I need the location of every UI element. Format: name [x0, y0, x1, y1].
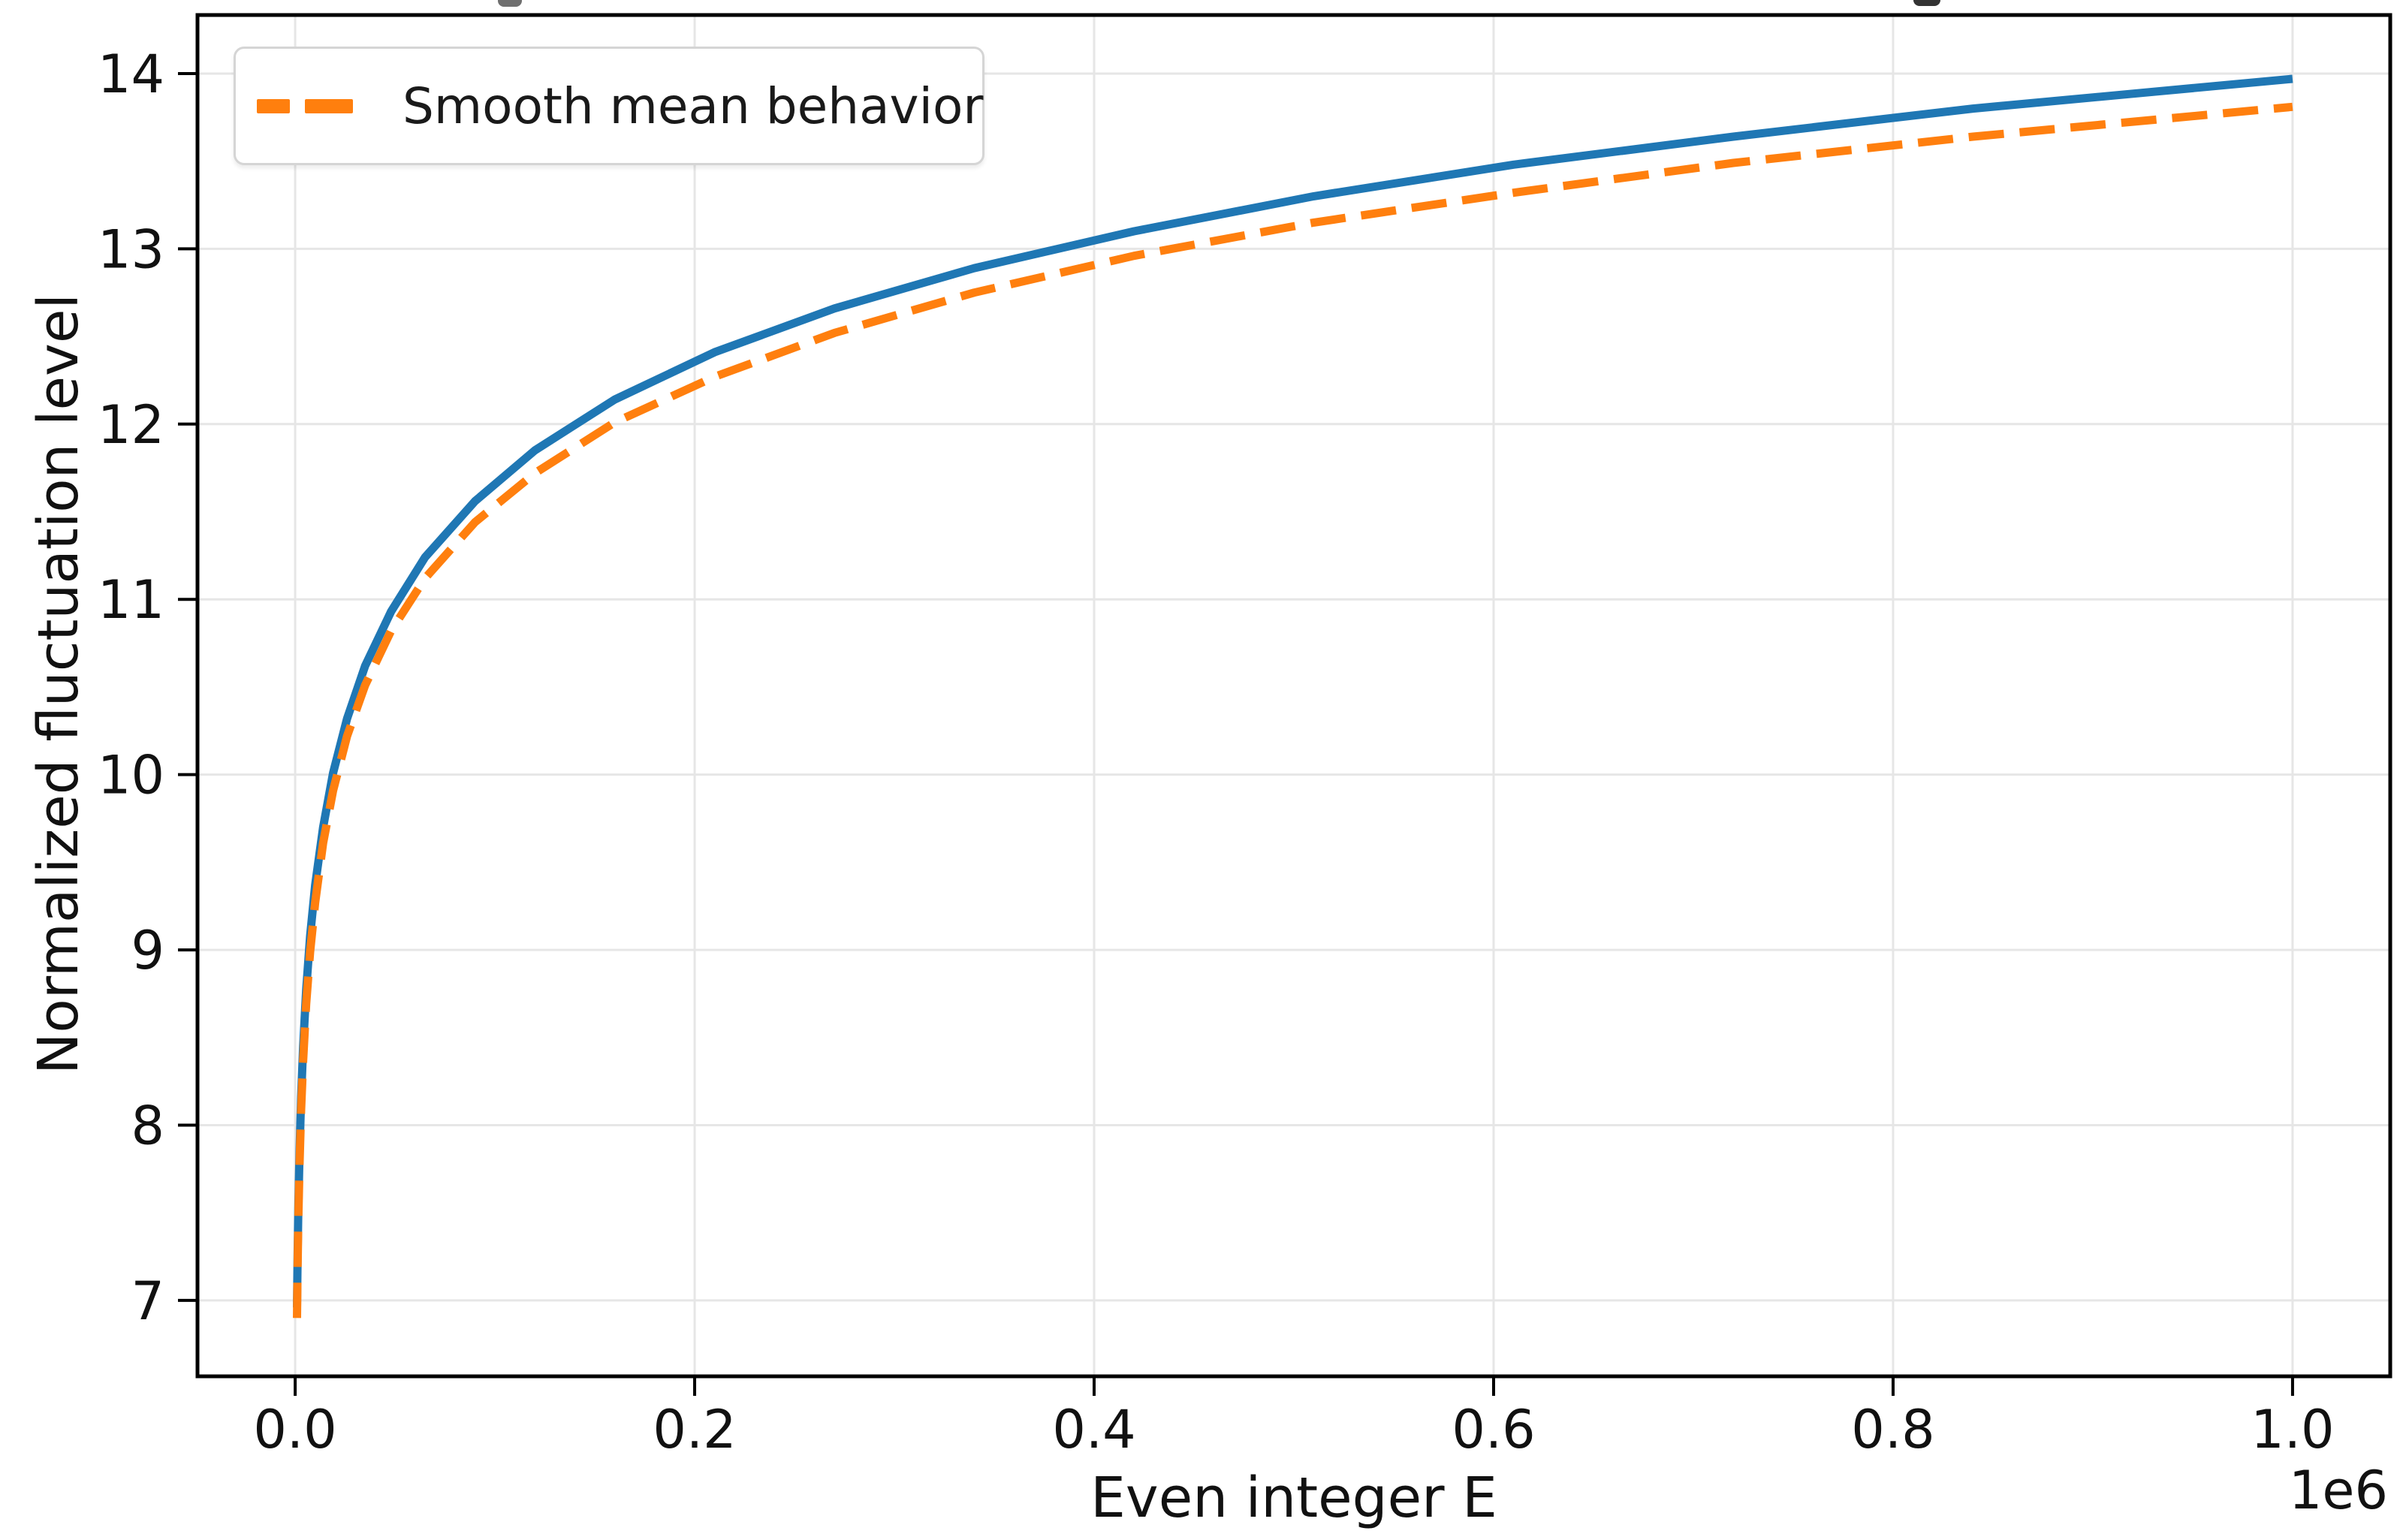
x-axis-label: Even integer E [1090, 1466, 1497, 1530]
x-tick-label: 0.6 [1452, 1399, 1535, 1460]
curve-series-1-fluctuation-level [293, 74, 2293, 1308]
y-tick-label: 13 [98, 218, 164, 280]
x-tick-label: 0.4 [1052, 1399, 1135, 1460]
curve-series-2-smooth-mean-behavior [293, 102, 2293, 1318]
y-tick-label: 11 [98, 569, 164, 631]
legend-entry-label: Smooth mean behavior [403, 77, 984, 135]
y-tick-label: 7 [131, 1270, 164, 1332]
x-tick-label: 0.8 [1851, 1399, 1934, 1460]
x-tick-label: 0.2 [653, 1399, 736, 1460]
x-tick-label: 1.0 [2251, 1399, 2334, 1460]
x-axis-offset-label: 1e6 [2288, 1460, 2388, 1521]
y-tick-label: 10 [98, 745, 164, 806]
y-tick-label: 14 [98, 44, 164, 105]
legend[interactable]: Smooth mean behavior [234, 47, 984, 165]
y-tick-label: 12 [98, 394, 164, 456]
y-tick-label: 9 [131, 920, 164, 981]
legend-dashed-line-sample [257, 98, 369, 113]
x-tick-label: 0.0 [253, 1399, 336, 1460]
orange-dash-icon [305, 98, 353, 113]
orange-dash-icon [257, 98, 290, 113]
axes-spines [195, 13, 2392, 1379]
y-tick-label: 8 [131, 1095, 164, 1157]
clipped-title-descender-mark [1913, 0, 1940, 6]
clipped-title-descender-mark [498, 0, 522, 7]
y-axis-label: Normalized fluctuation level [26, 294, 91, 1074]
